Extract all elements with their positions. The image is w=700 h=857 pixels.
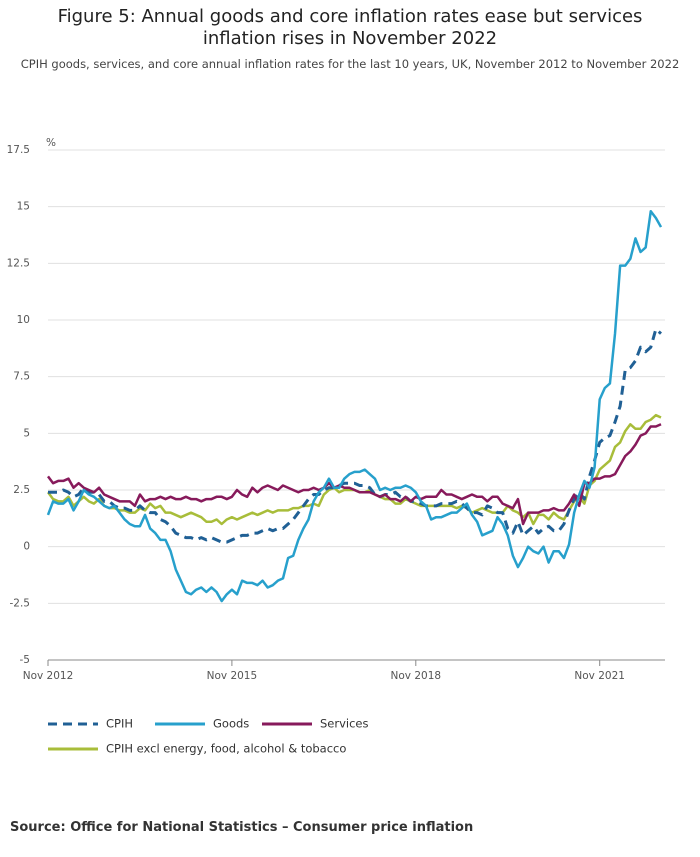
chart-title: Figure 5: Annual goods and core inflatio… [57, 6, 643, 49]
y-tick-label: -5 [20, 654, 30, 666]
source: Source: Office for National Statistics –… [10, 820, 474, 835]
legend-label: CPIH [106, 717, 133, 731]
y-tick-label: 5 [23, 427, 30, 439]
y-tick-label: 12.5 [7, 257, 30, 269]
y-tick-label: -2.5 [10, 597, 31, 609]
x-tick-label: Nov 2015 [207, 670, 258, 682]
series-line [46, 209, 663, 603]
legend-label: CPIH excl energy, food, alcohol & tobacc… [106, 742, 346, 756]
y-tick-label: 0 [23, 541, 30, 553]
y-tick-label: 2.5 [13, 484, 30, 496]
chart-subtitle: CPIH goods, services, and core annual in… [20, 57, 680, 71]
x-tick-label: Nov 2021 [574, 670, 625, 682]
y-tick-label: 10 [17, 314, 30, 326]
y-tick-label: 15 [17, 201, 30, 213]
legend-label: Services [320, 717, 369, 731]
legend-label: Goods [213, 717, 249, 731]
y-axis-label: % [46, 137, 56, 149]
y-tick-label: 7.5 [13, 371, 30, 383]
series-line [47, 423, 662, 526]
series-line [48, 327, 662, 544]
y-tick-label: 17.5 [7, 144, 30, 156]
x-tick-label: Nov 2018 [391, 670, 442, 682]
x-tick-label: Nov 2012 [23, 670, 74, 682]
